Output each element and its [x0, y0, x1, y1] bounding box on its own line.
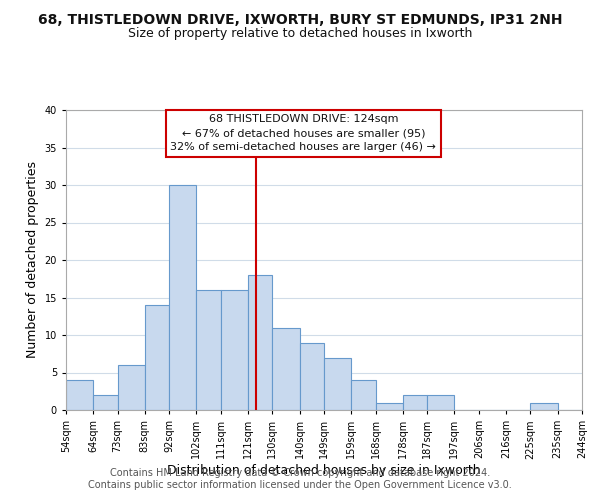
- Text: Contains HM Land Registry data © Crown copyright and database right 2024.: Contains HM Land Registry data © Crown c…: [110, 468, 490, 477]
- Text: 68, THISTLEDOWN DRIVE, IXWORTH, BURY ST EDMUNDS, IP31 2NH: 68, THISTLEDOWN DRIVE, IXWORTH, BURY ST …: [38, 12, 562, 26]
- X-axis label: Distribution of detached houses by size in Ixworth: Distribution of detached houses by size …: [167, 464, 481, 477]
- Bar: [427, 395, 454, 410]
- Bar: [324, 358, 351, 410]
- Bar: [118, 365, 145, 410]
- Text: 68 THISTLEDOWN DRIVE: 124sqm
← 67% of detached houses are smaller (95)
32% of se: 68 THISTLEDOWN DRIVE: 124sqm ← 67% of de…: [170, 114, 436, 152]
- Bar: [530, 402, 557, 410]
- Bar: [66, 380, 93, 410]
- Y-axis label: Number of detached properties: Number of detached properties: [26, 162, 39, 358]
- Bar: [403, 395, 427, 410]
- Bar: [145, 305, 169, 410]
- Bar: [272, 328, 299, 410]
- Bar: [376, 402, 403, 410]
- Text: Contains public sector information licensed under the Open Government Licence v3: Contains public sector information licen…: [88, 480, 512, 490]
- Bar: [93, 395, 118, 410]
- Bar: [351, 380, 376, 410]
- Bar: [169, 185, 196, 410]
- Bar: [299, 342, 324, 410]
- Bar: [196, 290, 221, 410]
- Bar: [221, 290, 248, 410]
- Bar: [248, 275, 272, 410]
- Text: Size of property relative to detached houses in Ixworth: Size of property relative to detached ho…: [128, 28, 472, 40]
